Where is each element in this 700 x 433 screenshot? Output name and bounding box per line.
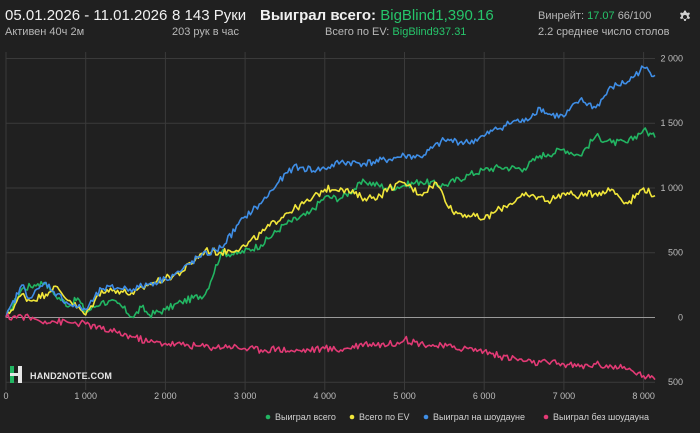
x-tick-label: 5 000	[393, 391, 416, 401]
legend-marker	[543, 414, 549, 420]
x-tick-label: 1 000	[74, 391, 97, 401]
x-tick-label: 2 000	[154, 391, 177, 401]
hand2note-logo: HAND2NOTE.COM	[10, 366, 112, 383]
y-tick-label: 2 000	[660, 53, 683, 63]
settings-icon[interactable]	[678, 10, 692, 24]
date-range[interactable]: 05.01.2026 - 11.01.2026	[5, 7, 168, 24]
won-total-value: BigBlind1,390.16	[380, 7, 494, 24]
legend-label: Выиграл без шоудауна	[553, 412, 649, 422]
winrate: Винрейт: 17.07 66/100	[538, 10, 651, 22]
ev-label: Всего по EV:	[325, 26, 390, 38]
hands-per-hour: 203 рук в час	[172, 26, 240, 38]
legend-item[interactable]: Выиграл всего	[265, 412, 336, 422]
legend-marker	[265, 414, 271, 420]
legend-marker	[423, 414, 429, 420]
winrate-value: 17.07	[587, 10, 615, 22]
x-tick-label: 3 000	[234, 391, 257, 401]
legend-label: Выиграл на шоудауне	[433, 412, 525, 422]
legend-label: Выиграл всего	[275, 412, 336, 422]
y-tick-label: 500	[668, 377, 683, 387]
grid	[5, 52, 655, 390]
active-time: Активен 40ч 2м	[5, 26, 85, 38]
x-tick-label: 8 000	[632, 391, 655, 401]
x-tick-label: 7 000	[553, 391, 576, 401]
ev-total: Всего по EV: BigBlind937.31	[325, 26, 466, 38]
legend-item[interactable]: Выиграл без шоудауна	[543, 412, 649, 422]
ev-value: BigBlind937.31	[392, 26, 467, 38]
hands-count: 8 143 Руки	[172, 7, 247, 24]
x-axis-ticks: 0 1 000 2 000 3 000 4 000 5 000 6 000 7 000 8 00…	[3, 391, 654, 401]
series-line-1	[5, 180, 656, 318]
series-lines	[5, 65, 656, 381]
x-tick-label: 6 000	[473, 391, 496, 401]
y-tick-label: 1 500	[660, 118, 683, 128]
winrate-rest: 66/100	[617, 10, 652, 22]
y-axis-ticks: 2 000 1 500 1 000 500 0 500	[660, 53, 683, 387]
legend-marker	[349, 414, 355, 420]
legend: Выиграл всего Всего по EV Выиграл на шоуда…	[265, 412, 649, 422]
series-line-2	[5, 65, 656, 318]
won-total-label: Выиграл всего:	[260, 7, 377, 24]
y-tick-label: 1 000	[660, 183, 683, 193]
won-total: Выиграл всего: BigBlind1,390.16	[260, 7, 494, 24]
legend-item[interactable]: Всего по EV	[349, 412, 410, 422]
x-tick-label: 0	[3, 391, 8, 401]
y-tick-label: 0	[678, 312, 683, 322]
series-line-3	[5, 313, 656, 381]
x-tick-label: 4 000	[314, 391, 337, 401]
logo-text: HAND2NOTE.COM	[30, 371, 112, 381]
y-tick-label: 500	[668, 248, 683, 258]
series-line-0	[5, 127, 656, 319]
tables-count: 2.2 среднее число столов	[538, 26, 670, 38]
winrate-label: Винрейт:	[538, 10, 585, 22]
legend-label: Всего по EV	[359, 412, 409, 422]
legend-item[interactable]: Выиграл на шоудауне	[423, 412, 525, 422]
